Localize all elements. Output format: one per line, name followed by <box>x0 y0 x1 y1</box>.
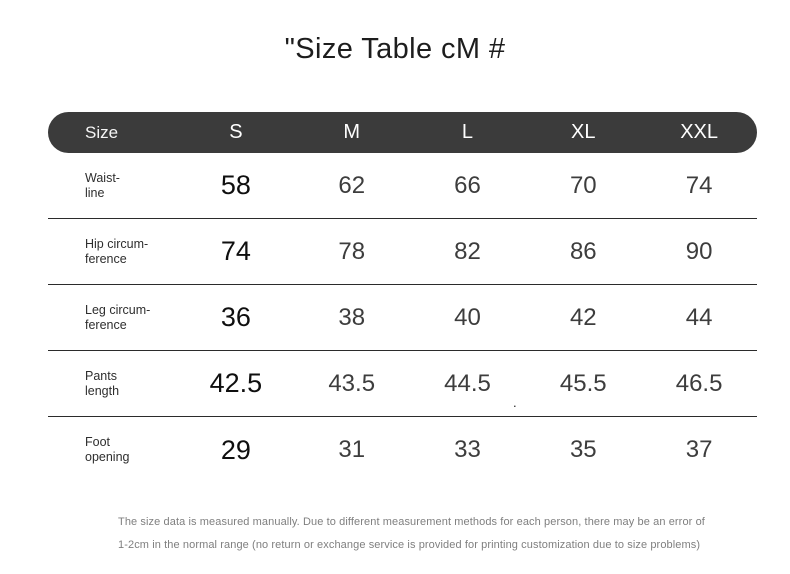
cell-waistline-xxl: 74 <box>685 171 713 199</box>
cell-foot-l: 33 <box>454 436 481 463</box>
cell-leg-xl: 42 <box>569 303 597 331</box>
row-label-pants-length: Pants length <box>85 368 120 398</box>
row-label-leg: Leg circum- ference <box>85 302 151 332</box>
table-row-pants-length: Pants length 42.5 43.5 44.5 45.5 46.5 <box>48 351 757 417</box>
cell-waistline-s: 58 <box>220 170 251 200</box>
cell-pants-l: 44.5 <box>444 369 491 397</box>
cell-hip-xl: 86 <box>569 237 597 265</box>
cell-hip-xxl: 90 <box>685 237 713 265</box>
row-label-foot-opening: Foot opening <box>85 435 130 464</box>
cell-hip-l: 82 <box>454 237 481 265</box>
cell-foot-s: 29 <box>220 434 251 465</box>
size-chart-title: "Size Table cM # <box>284 33 506 65</box>
column-header-xxl: XXL <box>680 121 718 143</box>
cell-leg-l: 40 <box>454 303 481 331</box>
column-header-m: M <box>343 121 361 143</box>
cell-hip-m: 78 <box>338 237 366 265</box>
size-table: Size S M L XL XXL Waist- line 58 62 66 7… <box>48 112 757 483</box>
cell-pants-s: 42.5 <box>209 368 263 398</box>
cell-leg-s: 36 <box>220 302 251 332</box>
column-header-s: S <box>229 121 243 143</box>
cell-leg-xxl: 44 <box>685 303 713 331</box>
cell-pants-xl: 45.5 <box>559 369 607 397</box>
cell-waistline-xl: 70 <box>569 171 597 199</box>
header-size-label: Size <box>85 122 119 142</box>
cell-hip-s: 74 <box>220 236 251 266</box>
row-label-waistline: Waist- line <box>85 170 120 200</box>
column-header-xl: XL <box>571 121 596 143</box>
stray-dot-artifact: . <box>513 395 517 410</box>
table-row-waistline: Waist- line 58 62 66 70 74 <box>48 153 757 219</box>
table-row-foot-opening: Foot opening 29 31 33 35 37 <box>48 417 757 483</box>
table-row-leg: Leg circum- ference 36 38 40 42 44 <box>48 285 757 351</box>
size-table-header-row: Size S M L XL XXL <box>48 112 757 153</box>
disclaimer-line-2: 1-2cm in the normal range (no return or … <box>118 538 701 551</box>
cell-pants-xxl: 46.5 <box>675 369 723 397</box>
row-label-hip: Hip circum- ference <box>85 236 149 266</box>
cell-pants-m: 43.5 <box>328 369 376 397</box>
disclaimer-line-1: The size data is measured manually. Due … <box>118 516 705 528</box>
cell-foot-xxl: 37 <box>685 436 713 463</box>
disclaimer-note: The size data is measured manually. Due … <box>118 511 705 556</box>
column-header-l: L <box>461 121 474 143</box>
table-row-hip: Hip circum- ference 74 78 82 86 90 <box>48 219 757 285</box>
cell-foot-xl: 35 <box>569 436 597 463</box>
cell-waistline-m: 62 <box>338 171 366 199</box>
cell-foot-m: 31 <box>338 436 366 463</box>
cell-waistline-l: 66 <box>454 171 481 199</box>
cell-leg-m: 38 <box>338 303 366 331</box>
